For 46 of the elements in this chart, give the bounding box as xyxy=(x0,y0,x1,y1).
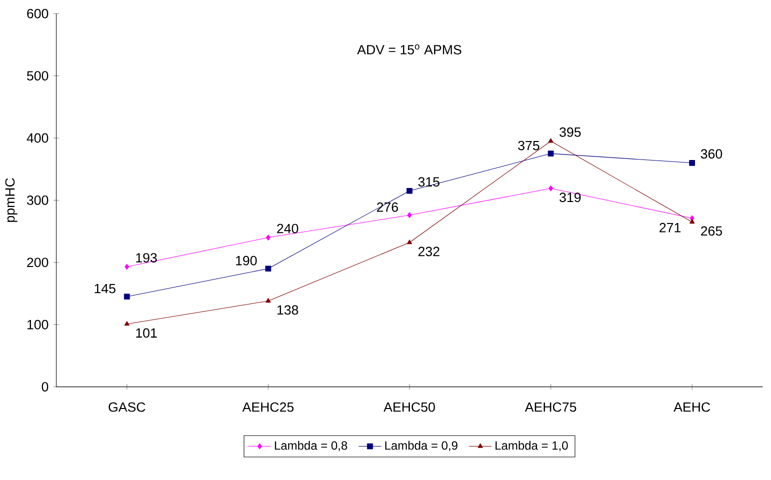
point xyxy=(548,150,554,156)
x-tick-label: AEHC25 xyxy=(242,402,294,412)
y-tick-label: 300 xyxy=(26,195,48,205)
x-tick-label: AEHC50 xyxy=(384,402,435,412)
data-label: 265 xyxy=(701,226,722,236)
y-axis-title: ppmHC xyxy=(5,178,18,222)
data-label: 276 xyxy=(376,202,398,212)
data-label: 190 xyxy=(236,256,257,266)
point xyxy=(689,160,696,166)
point xyxy=(406,188,412,194)
annotation: ADV = 15$^{o}$ APMS xyxy=(357,44,462,54)
point xyxy=(548,185,554,192)
point xyxy=(548,138,554,143)
x-tick-label: AEHC xyxy=(674,402,710,412)
point xyxy=(266,298,271,302)
y-tick-label: 200 xyxy=(27,258,48,267)
legend-label: Lambda = 0,8 xyxy=(274,440,348,451)
data-label: 145 xyxy=(94,284,116,294)
data-label: 193 xyxy=(136,252,157,262)
point xyxy=(124,264,130,270)
point xyxy=(407,212,412,218)
point xyxy=(265,266,272,272)
point xyxy=(124,320,130,326)
x-tick-label: GASC xyxy=(108,402,146,412)
data-label: 375 xyxy=(518,140,540,150)
legend-label: Lambda = 0,9 xyxy=(385,440,458,451)
point xyxy=(690,218,695,224)
point xyxy=(266,234,270,240)
data-label: 101 xyxy=(136,328,157,338)
data-label: 315 xyxy=(418,176,440,186)
data-label: 360 xyxy=(700,149,722,158)
y-tick-label: 0 xyxy=(42,382,48,392)
data-label: 138 xyxy=(277,305,298,314)
data-label: 395 xyxy=(560,127,581,137)
y-tick-label: 600 xyxy=(27,8,48,18)
data-label: 319 xyxy=(560,192,581,202)
legend-label: Lambda = 1,0 xyxy=(496,440,568,451)
data-label: 240 xyxy=(277,224,298,234)
point xyxy=(406,239,412,244)
data-label: 271 xyxy=(660,222,681,232)
y-tick-label: 400 xyxy=(26,133,48,143)
y-tick-label: 500 xyxy=(27,70,48,80)
data-label: 232 xyxy=(418,246,440,256)
point xyxy=(124,294,130,300)
y-tick-label: 100 xyxy=(27,320,48,330)
x-tick-label: AEHC75 xyxy=(524,402,576,412)
